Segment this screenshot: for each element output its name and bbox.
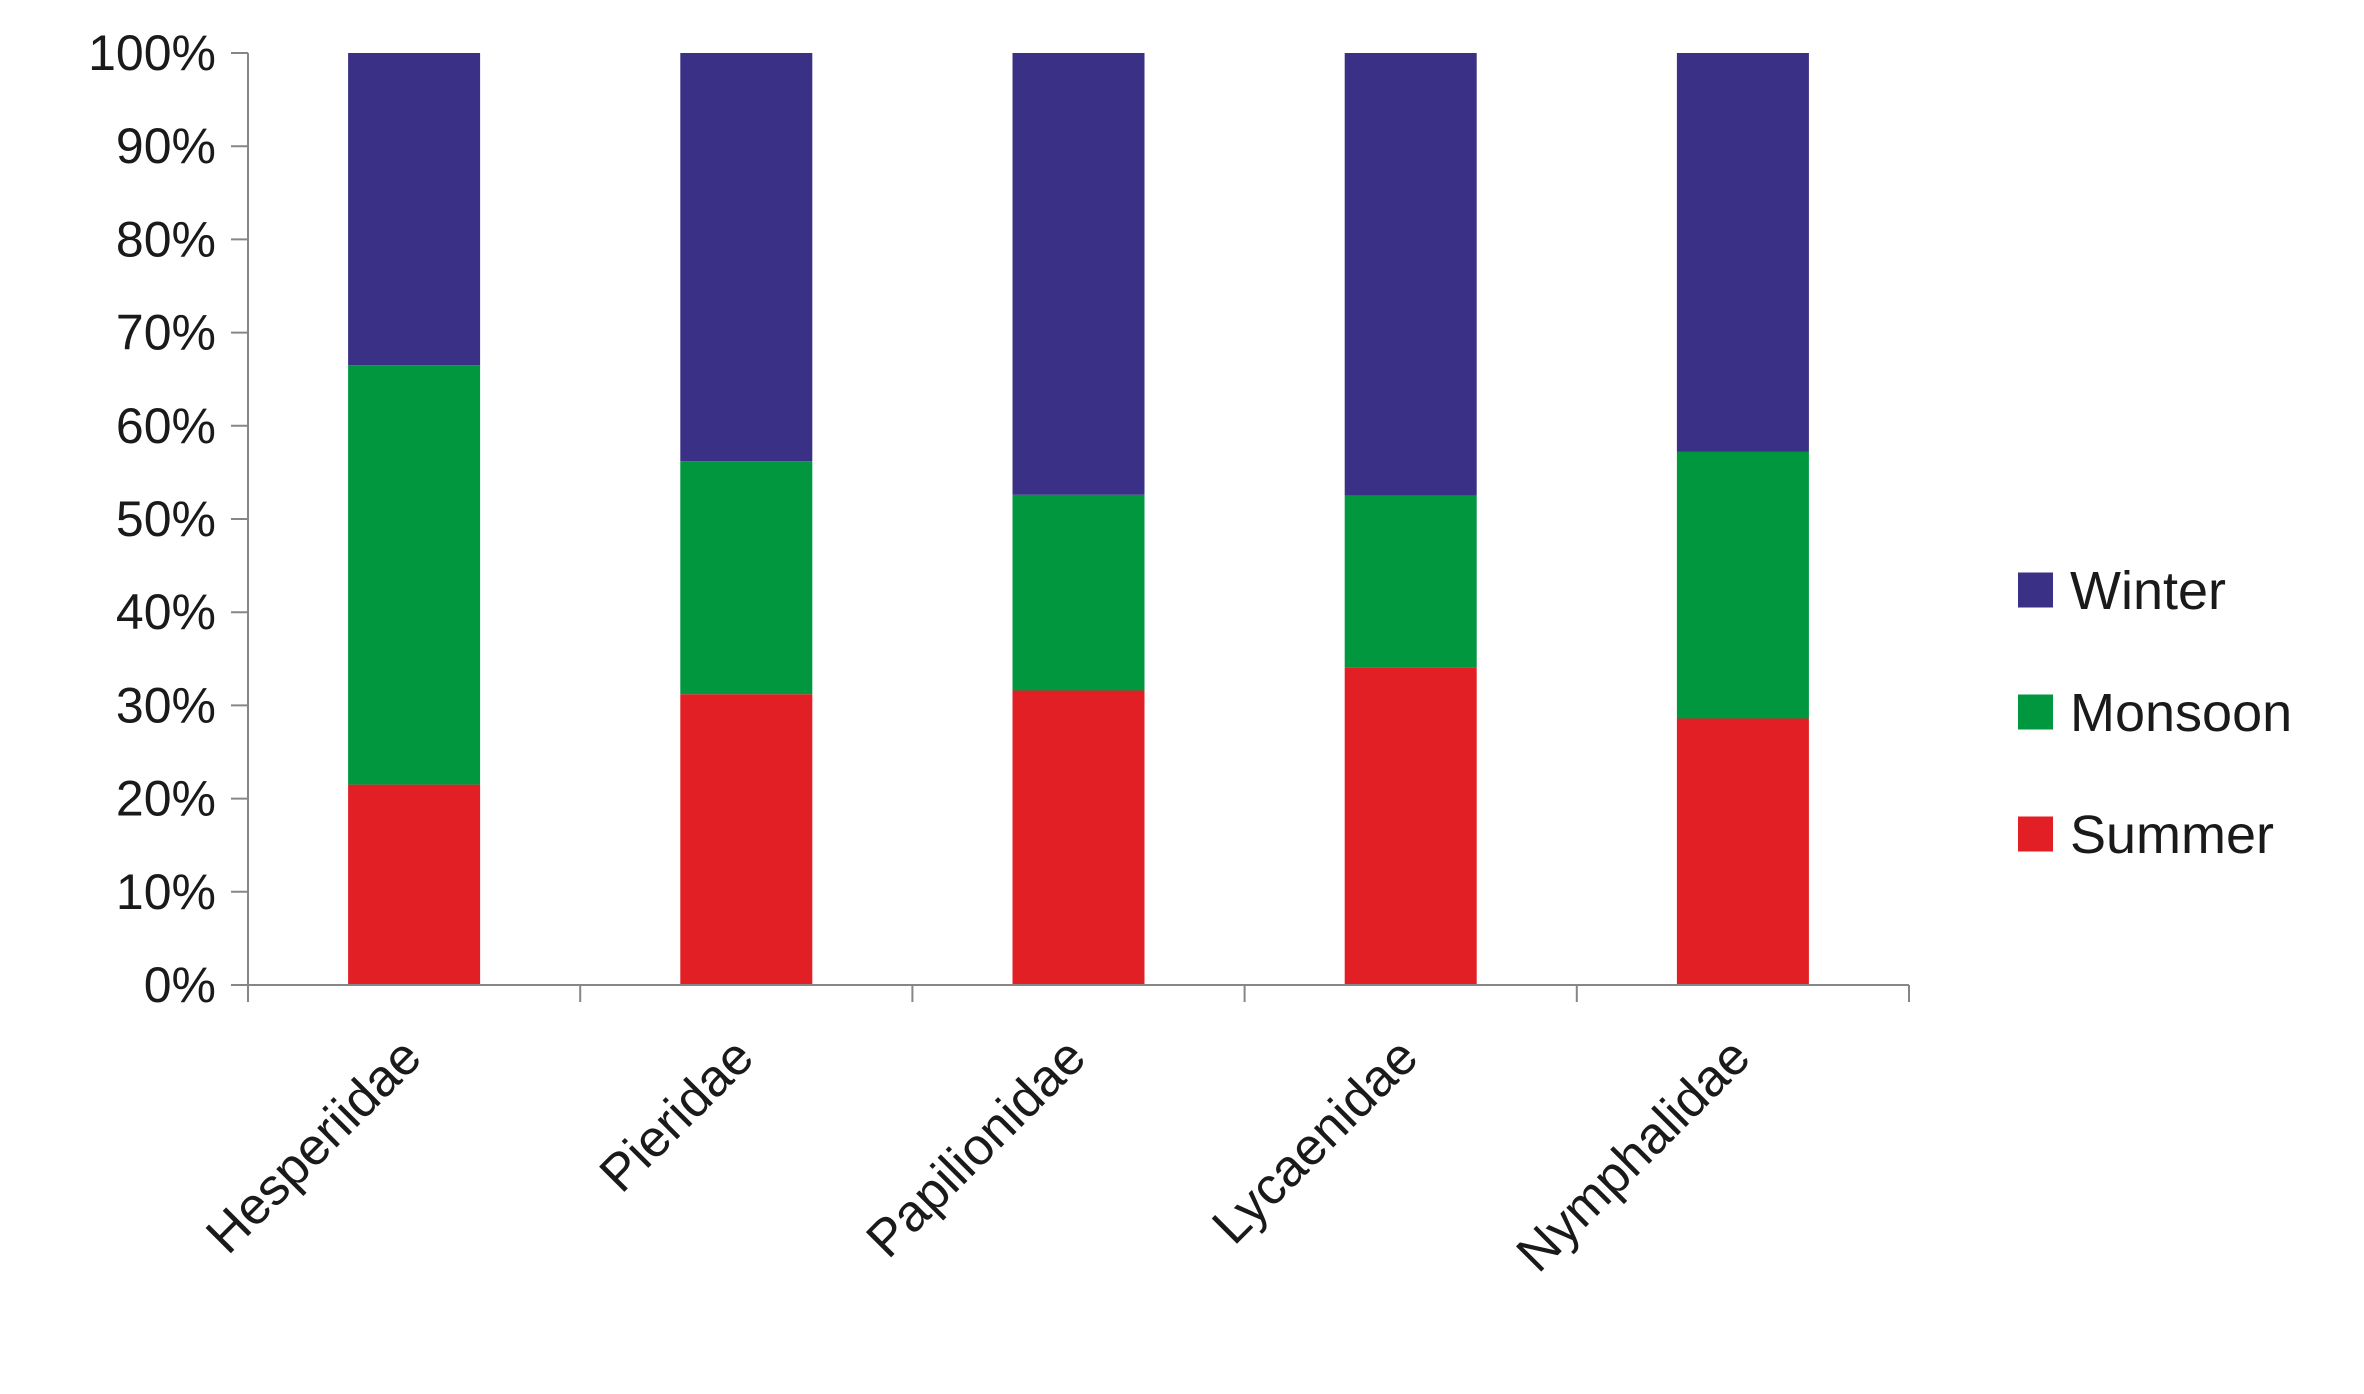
bar-segment-summer-lycaenidae (1344, 667, 1477, 985)
bar-segment-monsoon-lycaenidae (1344, 495, 1477, 668)
x-tick-label: Lycaenidae (1201, 1027, 1429, 1255)
bar-segment-summer-hesperiidae (348, 784, 481, 985)
bar-segment-winter-hesperiidae (348, 53, 481, 366)
y-tick-label: 100% (88, 25, 216, 81)
legend-swatch-summer (2018, 816, 2053, 852)
bar-segment-monsoon-papilionidae (1012, 494, 1145, 691)
x-tick-label: Nymphalidae (1506, 1027, 1762, 1283)
bar-segment-winter-pieridae (680, 53, 813, 462)
y-tick-label: 10% (116, 864, 216, 920)
legend: Winter Monsoon Summer (2018, 561, 2292, 865)
axes-layer (231, 52, 1910, 1002)
bar-segment-monsoon-nymphalidae (1676, 451, 1809, 719)
bar-segment-monsoon-pieridae (680, 461, 813, 695)
legend-label-summer: Summer (2070, 805, 2274, 865)
y-tick-label: 50% (116, 491, 216, 547)
legend-label-winter: Winter (2070, 561, 2226, 621)
bar-segment-summer-nymphalidae (1676, 718, 1809, 985)
y-tick-label: 40% (116, 584, 216, 640)
y-tick-label: 60% (116, 398, 216, 454)
y-tick-label: 20% (116, 771, 216, 827)
y-tick-label: 80% (116, 211, 216, 267)
bar-segment-winter-nymphalidae (1676, 53, 1809, 452)
x-tick-label: Hesperiidae (195, 1027, 432, 1264)
y-tick-label: 0% (144, 957, 216, 1013)
bar-segment-summer-pieridae (680, 694, 813, 985)
x-tick-label: Pieridae (589, 1027, 765, 1203)
bar-segment-monsoon-hesperiidae (348, 365, 481, 785)
y-tick-label: 90% (116, 118, 216, 174)
y-tick-label: 70% (116, 305, 216, 361)
legend-swatch-winter (2018, 572, 2053, 608)
bar-segment-winter-papilionidae (1012, 53, 1145, 495)
labels-layer: Hesperiidae Pieridae Papilionidae Lycaenida… (88, 25, 1761, 1283)
y-tick-label: 30% (116, 677, 216, 733)
bar-segment-winter-lycaenidae (1344, 53, 1477, 496)
legend-swatch-monsoon (2018, 694, 2053, 730)
x-tick-label: Papilionidae (856, 1027, 1097, 1268)
bars-layer (348, 53, 1809, 985)
legend-label-monsoon: Monsoon (2070, 683, 2292, 743)
bar-segment-summer-papilionidae (1012, 690, 1145, 985)
